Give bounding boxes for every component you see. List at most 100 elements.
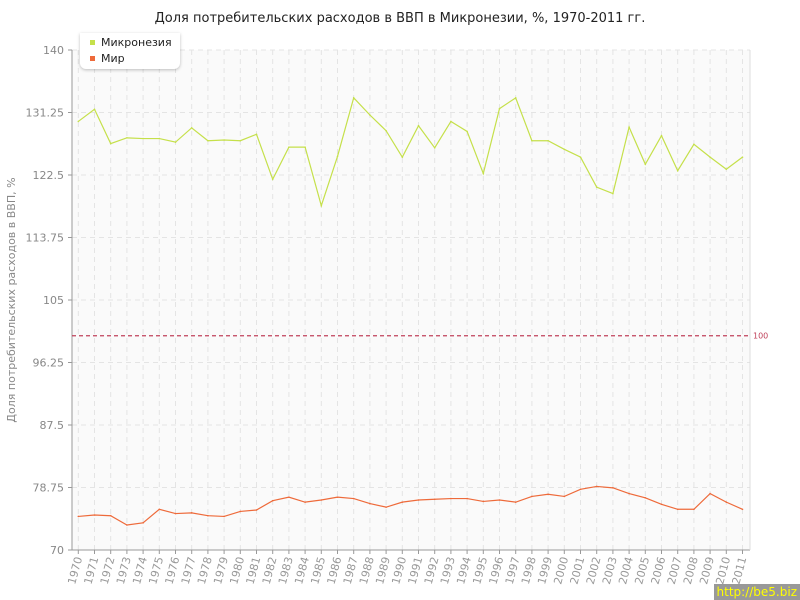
data-point — [450, 497, 452, 500]
data-point — [271, 178, 274, 181]
data-point — [612, 487, 614, 489]
data-point — [514, 501, 517, 503]
data-point — [612, 192, 614, 195]
data-point — [158, 508, 161, 511]
data-point — [676, 169, 679, 172]
data-point — [336, 496, 339, 498]
data-point — [93, 108, 96, 111]
data-point — [223, 139, 225, 141]
data-point — [288, 146, 290, 148]
y-tick-label: 113.75 — [26, 232, 65, 245]
series-line-0 — [77, 96, 743, 208]
data-point — [433, 498, 436, 501]
y-tick-label: 96.25 — [33, 357, 65, 370]
data-point — [336, 155, 339, 158]
watermark[interactable]: http://be5.biz — [713, 584, 800, 600]
legend-item-micronesia[interactable]: Микронезия — [90, 36, 172, 49]
data-point — [563, 148, 566, 151]
legend: Микронезия Мир — [80, 33, 180, 69]
data-point — [450, 120, 452, 123]
data-point — [385, 129, 387, 132]
y-tick-label: 70 — [50, 544, 64, 557]
data-point — [320, 204, 323, 207]
data-point — [77, 120, 80, 123]
data-point — [644, 497, 647, 499]
data-point — [369, 114, 371, 116]
data-point — [190, 512, 193, 514]
y-tick-label: 105 — [43, 294, 64, 307]
data-point — [304, 501, 306, 503]
reference-line-label: 100 — [753, 332, 768, 341]
data-point — [288, 496, 290, 498]
data-point — [158, 137, 161, 140]
data-point — [660, 134, 663, 137]
data-point — [595, 186, 598, 188]
data-point — [190, 127, 193, 129]
data-point — [433, 147, 436, 149]
data-point — [547, 139, 549, 142]
data-point — [693, 143, 695, 146]
data-point — [741, 156, 744, 158]
data-point — [352, 97, 355, 99]
data-point — [563, 495, 566, 498]
data-point — [466, 497, 468, 500]
data-point — [579, 488, 582, 491]
legend-swatch — [90, 40, 95, 45]
data-point — [693, 508, 695, 511]
data-point — [255, 133, 258, 136]
data-point — [466, 130, 468, 133]
data-point — [320, 499, 323, 501]
data-point — [174, 141, 177, 143]
data-point — [741, 508, 744, 511]
data-point — [628, 492, 630, 495]
legend-swatch — [90, 56, 95, 61]
data-point — [725, 168, 728, 171]
y-axis-label: Доля потребительских расходов в ВВП, % — [5, 177, 18, 422]
data-point — [709, 156, 711, 158]
data-point — [417, 499, 420, 501]
data-point — [482, 500, 485, 503]
data-point — [239, 139, 242, 142]
legend-item-world[interactable]: Мир — [90, 52, 125, 65]
y-tick-label: 78.75 — [33, 482, 65, 495]
series-line-1 — [78, 485, 743, 526]
data-point — [401, 156, 404, 158]
data-point — [644, 163, 647, 166]
legend-label: Мир — [101, 52, 125, 65]
data-point — [401, 501, 404, 503]
data-point — [498, 499, 501, 501]
data-point — [482, 172, 485, 175]
data-point — [207, 139, 209, 142]
y-tick-label: 87.5 — [40, 419, 65, 432]
data-point — [239, 510, 242, 513]
data-point — [660, 503, 663, 506]
data-point — [676, 508, 679, 511]
data-point — [223, 515, 225, 518]
data-point — [109, 514, 112, 517]
data-point — [709, 492, 711, 495]
y-tick-label: 131.25 — [26, 107, 65, 120]
chart-title: Доля потребительских расходов в ВВП в Ми… — [154, 11, 646, 26]
data-point — [628, 126, 630, 128]
data-point — [385, 506, 387, 508]
data-point — [142, 522, 144, 524]
data-point — [77, 515, 80, 518]
data-point — [142, 137, 144, 140]
data-point — [304, 146, 306, 148]
data-point — [725, 501, 728, 503]
data-point — [514, 97, 517, 99]
data-point — [579, 156, 582, 158]
data-point — [109, 142, 112, 145]
y-tick-label: 122.5 — [33, 169, 65, 182]
data-point — [547, 493, 549, 496]
data-point — [417, 124, 420, 127]
data-point — [352, 497, 355, 500]
data-point — [126, 137, 128, 139]
data-point — [595, 485, 598, 488]
data-point — [498, 107, 501, 110]
data-point — [207, 514, 209, 517]
data-point — [531, 495, 533, 498]
data-point — [271, 499, 274, 502]
data-point — [369, 502, 371, 505]
